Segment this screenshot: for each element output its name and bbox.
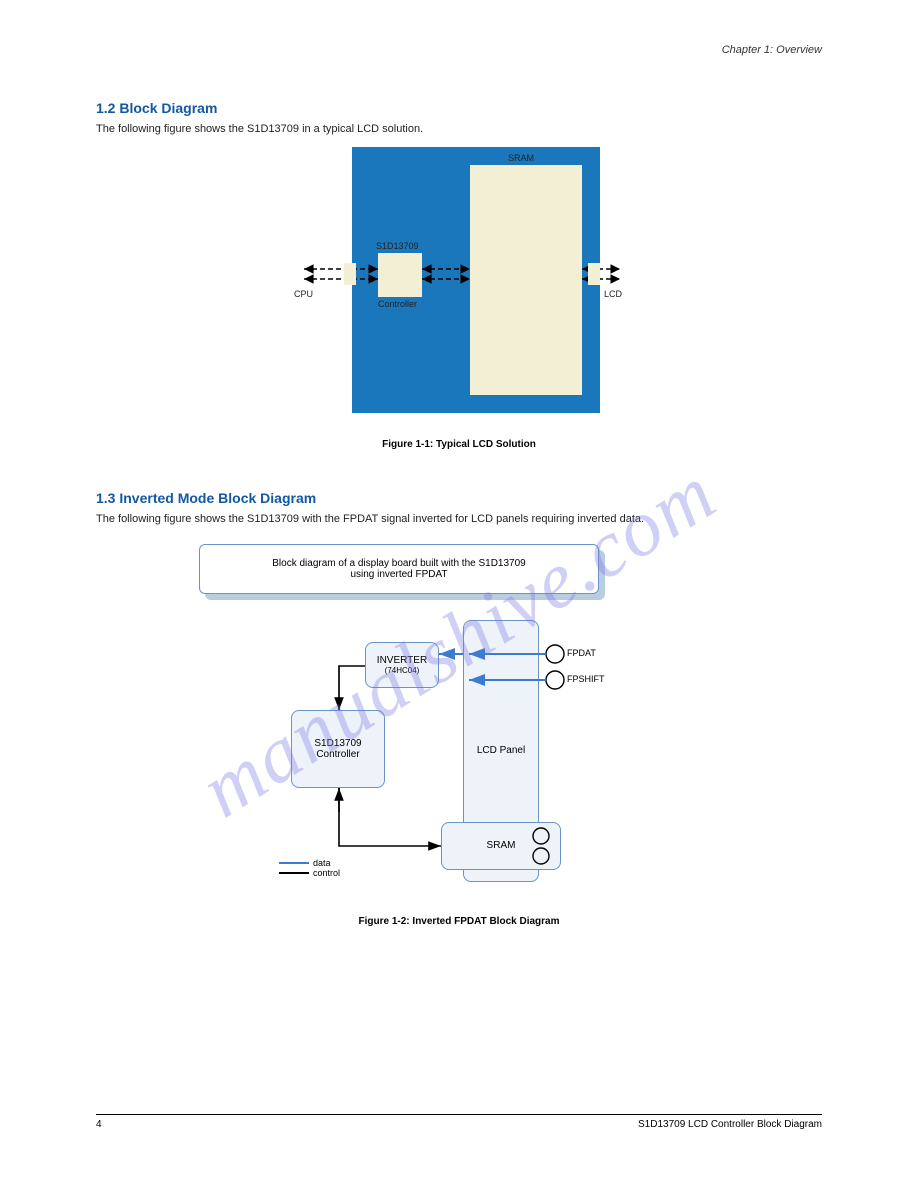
running-header: Chapter 1: Overview [722,44,822,56]
node-inverter-sub: (74HC04) [385,666,420,675]
fig1-cpu-label: CPU [294,289,313,299]
section-heading-block-diagram: 1.2 Block Diagram [96,100,822,116]
node-lcd-label: LCD Panel [477,745,525,756]
node-controller-label: S1D13709 [314,738,361,749]
node-sram-label: SRAM [487,840,516,851]
figure-block-diagram: CPU LCD S1D13709 Controller SRAM [294,147,624,437]
fig2-banner: Block diagram of a display board built w… [199,544,599,594]
page-footer: 4 S1D13709 LCD Controller Block Diagram [96,1114,822,1130]
node-sram: SRAM [441,822,561,870]
footer-page-number: 4 [96,1119,102,1130]
fig1-sram-label: SRAM [508,153,534,163]
port-fpshift-label: FPSHIFT [567,674,605,684]
fig1-controller-label-bottom: Controller [378,299,417,309]
fig1-controller-label-top: S1D13709 [376,241,419,251]
fig2-caption: Figure 1-2: Inverted FPDAT Block Diagram [96,916,822,927]
legend-control: control [279,868,340,878]
node-inverter-label: INVERTER [377,655,427,666]
node-controller-sub: Controller [316,749,359,760]
fig2-legend: data control [279,858,340,878]
fig2-banner-line2: using inverted FPDAT [350,569,447,580]
legend-data: data [279,858,340,868]
section2-intro: The following figure shows the S1D13709 … [96,512,822,527]
node-controller: S1D13709 Controller [291,710,385,788]
figure-inverted-diagram: Block diagram of a display board built w… [179,542,739,912]
section1-intro: The following figure shows the S1D13709 … [96,122,822,137]
footer-doc-id: S1D13709 LCD Controller Block Diagram [638,1119,822,1130]
fig1-lcd-label: LCD [604,289,622,299]
fig1-caption: Figure 1-1: Typical LCD Solution [96,439,822,450]
port-fpdat-label: FPDAT [567,648,596,658]
fig2-banner-line1: Block diagram of a display board built w… [272,558,525,569]
node-inverter: INVERTER (74HC04) [365,642,439,688]
section-heading-inverted: 1.3 Inverted Mode Block Diagram [96,490,822,506]
fig1-arrows [294,147,624,413]
